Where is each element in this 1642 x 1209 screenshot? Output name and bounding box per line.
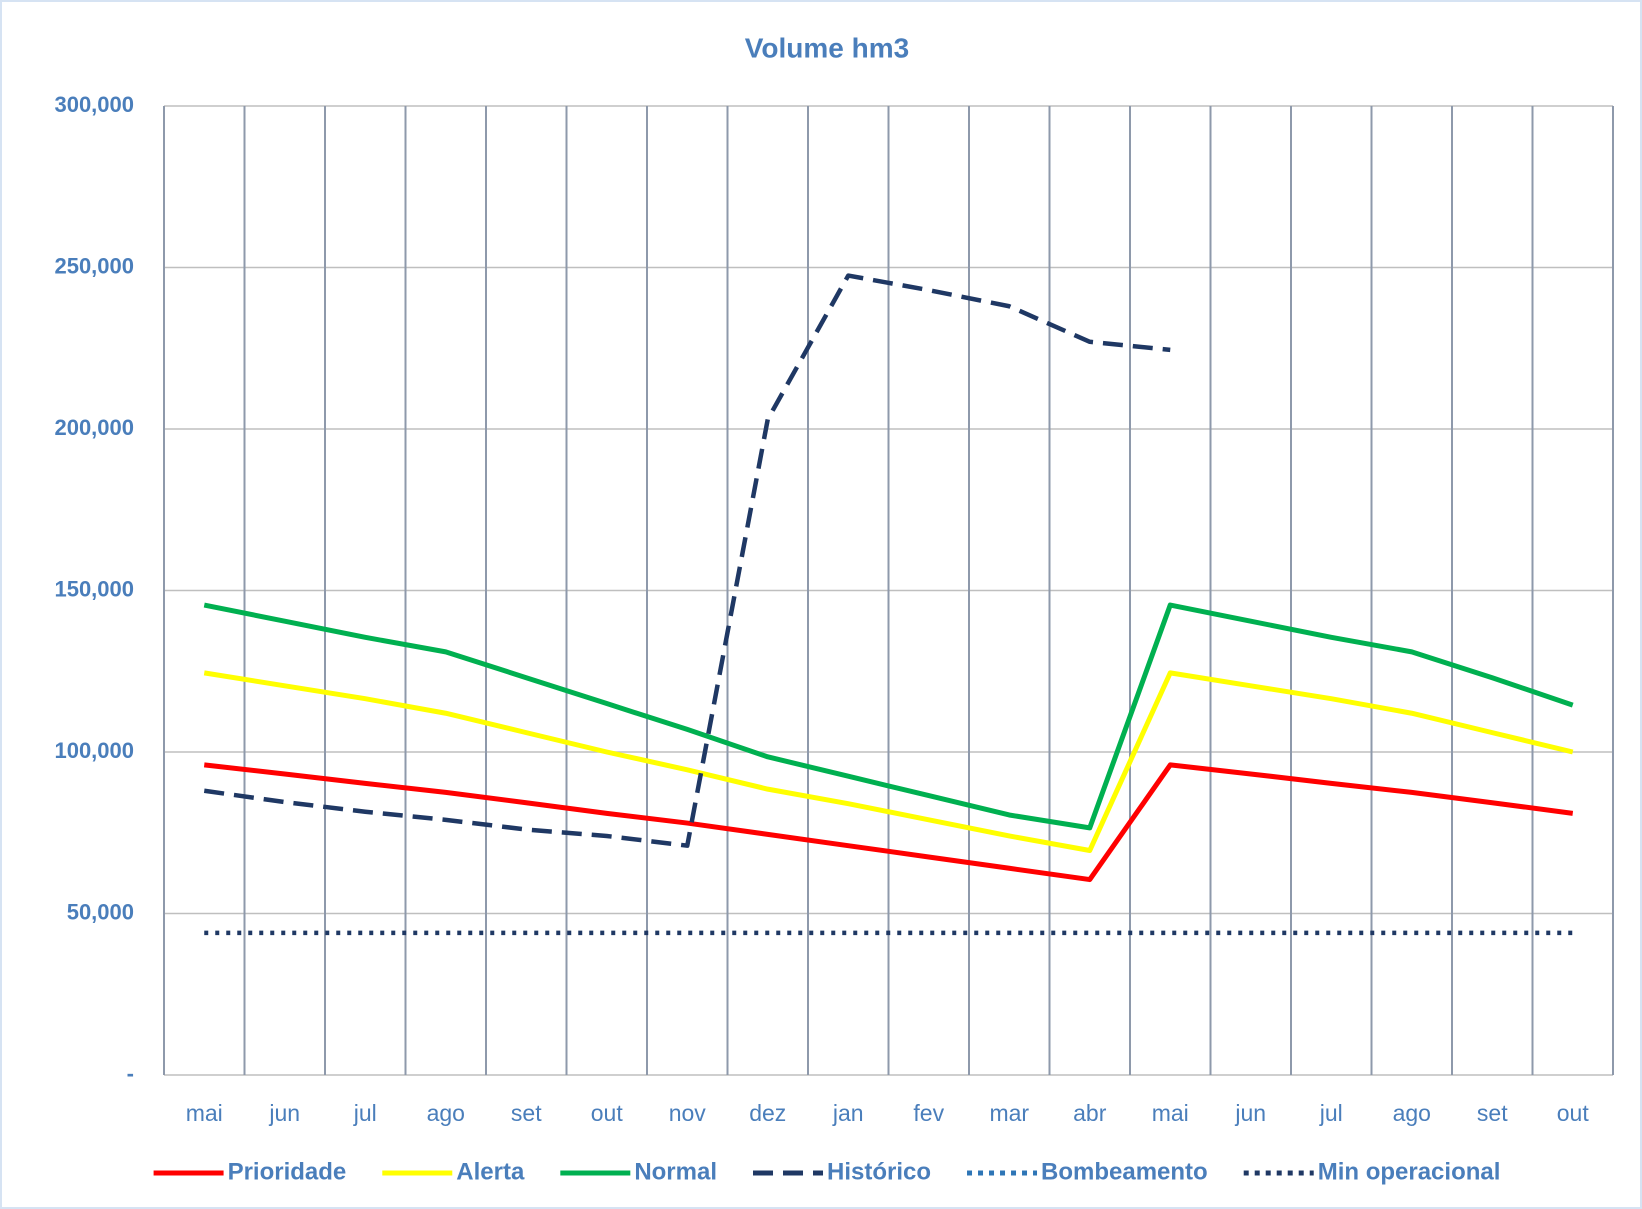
x-tick-label: nov [669, 1100, 707, 1126]
x-tick-label: mai [186, 1100, 223, 1126]
x-tick-label: set [1477, 1100, 1508, 1126]
x-tick-label: mar [989, 1100, 1029, 1126]
x-tick-label: out [591, 1100, 624, 1126]
x-tick-label: jun [1234, 1100, 1266, 1126]
series-line [203, 273, 1171, 848]
x-tick-label: jul [1319, 1100, 1343, 1126]
legend-label: Normal [634, 1158, 717, 1185]
x-tick-label: jul [353, 1100, 377, 1126]
y-tick-label: 250,000 [54, 253, 134, 278]
x-tick-label: mai [1152, 1100, 1189, 1126]
legend-label: Min operacional [1318, 1158, 1501, 1185]
legend-label: Alerta [456, 1158, 525, 1185]
series-line [203, 670, 1574, 854]
x-tick-label: ago [427, 1100, 465, 1126]
x-tick-label: jun [268, 1100, 300, 1126]
x-tick-label: set [511, 1100, 542, 1126]
legend-label: Bombeamento [1041, 1158, 1208, 1185]
chart-title: Volume hm3 [745, 32, 909, 63]
y-tick-label: 200,000 [54, 415, 134, 440]
x-tick-label: abr [1073, 1100, 1107, 1126]
x-tick-label: jan [832, 1100, 864, 1126]
series-line [203, 602, 1574, 831]
series-line [203, 762, 1574, 883]
y-tick-label: 50,000 [67, 899, 134, 924]
x-tick-label: out [1557, 1100, 1590, 1126]
legend-label: Prioridade [228, 1158, 347, 1185]
x-tick-label: dez [749, 1100, 786, 1126]
y-tick-label: - [127, 1061, 134, 1086]
y-tick-label: 150,000 [54, 576, 134, 601]
x-tick-label: ago [1393, 1100, 1431, 1126]
legend-label: Histórico [827, 1158, 931, 1185]
x-tick-label: fev [913, 1100, 944, 1126]
y-tick-label: 100,000 [54, 738, 134, 763]
y-tick-label: 300,000 [54, 92, 134, 117]
